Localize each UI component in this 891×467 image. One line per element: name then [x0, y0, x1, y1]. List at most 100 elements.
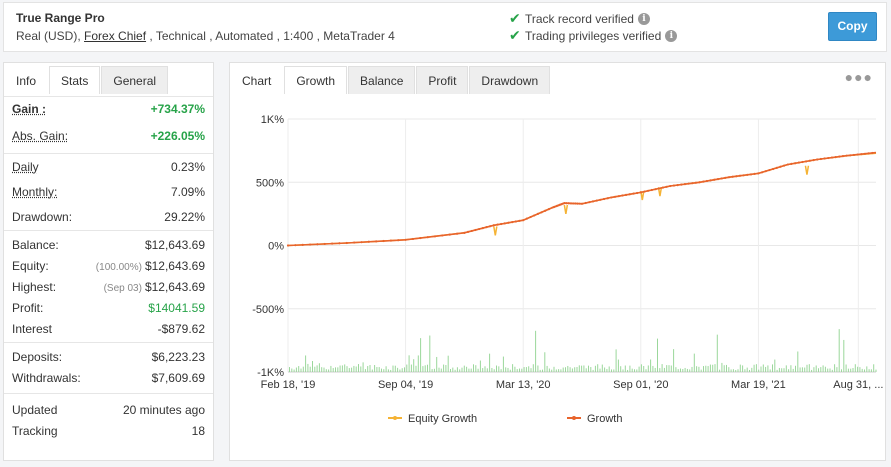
- growth-point: [790, 162, 793, 166]
- volume-bar: [565, 367, 566, 372]
- volume-bar: [730, 369, 732, 372]
- tab-general[interactable]: General: [101, 66, 169, 94]
- volume-bar: [438, 367, 440, 372]
- volume-bar: [585, 368, 587, 372]
- volume-bar: [413, 359, 415, 372]
- volume-bar: [546, 365, 548, 372]
- volume-bar: [654, 367, 656, 372]
- gain-value: +734.37%: [150, 102, 205, 116]
- stat-equity: Equity: (100.00%) $12,643.69: [4, 256, 213, 277]
- volume-bar: [420, 338, 422, 372]
- more-options-icon[interactable]: ●●●: [844, 69, 873, 85]
- tab-growth[interactable]: Growth: [284, 66, 348, 94]
- volume-bar: [716, 334, 718, 372]
- growth-point: [676, 183, 679, 187]
- volume-bar: [537, 365, 539, 372]
- chart-legend[interactable]: Equity Growth Growth: [388, 413, 622, 425]
- volume-bar: [719, 369, 721, 372]
- volume-bar: [601, 364, 603, 372]
- volume-bar: [829, 368, 831, 372]
- volume-bar: [422, 366, 424, 372]
- volume-bar: [360, 366, 362, 372]
- growth-point: [871, 151, 874, 155]
- volume-bar: [852, 368, 854, 372]
- account-type: Real (USD),: [16, 29, 85, 43]
- profit-label: Profit:: [12, 301, 44, 315]
- volume-bar: [583, 365, 585, 372]
- volume-bar: [318, 363, 320, 372]
- stat-highest: Highest: (Sep 03) $12,643.69: [4, 277, 213, 298]
- volume-bar: [636, 369, 638, 372]
- tab-chart[interactable]: Chart: [230, 66, 284, 94]
- tab-balance[interactable]: Balance: [348, 66, 416, 94]
- volume-bar: [325, 369, 327, 372]
- volume-bar: [429, 335, 431, 372]
- volume-bar: [588, 365, 589, 372]
- volume-bar: [622, 369, 624, 372]
- tab-stats[interactable]: Stats: [49, 66, 101, 94]
- track-record-verified: ✔ Track record verified i: [509, 10, 650, 27]
- daily-label[interactable]: Daily: [12, 160, 39, 174]
- volume-bar: [551, 369, 553, 372]
- volume-bar: [620, 366, 622, 372]
- volume-bar: [659, 368, 661, 372]
- updated-label: Updated: [12, 403, 58, 417]
- x-tick-label: Sep 01, '20: [613, 379, 668, 391]
- gain-label[interactable]: Gain :: [12, 102, 47, 116]
- growth-point: [397, 239, 400, 242]
- balance-value: $12,643.69: [144, 238, 205, 252]
- growth-point: [764, 170, 767, 173]
- balance-label: Balance:: [12, 238, 59, 252]
- volume-bar: [689, 369, 691, 372]
- growth-point: [353, 241, 356, 244]
- info-icon[interactable]: i: [665, 29, 678, 42]
- system-header: True Range Pro Real (USD), Forex Chief ,…: [3, 2, 887, 52]
- growth-point: [602, 197, 606, 201]
- broker-link[interactable]: Forex Chief: [84, 29, 147, 43]
- volume-bar: [594, 365, 596, 372]
- abs-gain-label[interactable]: Abs. Gain:: [12, 129, 69, 143]
- stat-withdrawals: Withdrawals: $7,609.69: [4, 368, 213, 389]
- tab-drawdown[interactable]: Drawdown: [469, 66, 551, 94]
- volume-bar: [707, 366, 709, 372]
- volume-bar: [831, 369, 833, 372]
- growth-point: [588, 201, 591, 204]
- info-icon[interactable]: i: [637, 12, 650, 25]
- growth-point: [827, 156, 830, 160]
- volume-bar: [519, 368, 520, 372]
- volume-bar: [806, 364, 808, 372]
- volume-bar: [592, 369, 594, 372]
- growth-point: [775, 166, 778, 169]
- growth-point: [845, 154, 848, 157]
- copy-button[interactable]: Copy: [828, 12, 877, 41]
- check-icon: ✔: [509, 10, 521, 26]
- growth-point: [716, 177, 720, 181]
- volume-bar: [811, 369, 813, 372]
- volume-bar: [300, 368, 302, 372]
- volume-bar: [381, 368, 382, 372]
- volume-bar: [337, 367, 339, 372]
- volume-bar: [822, 365, 824, 372]
- growth-point: [485, 226, 488, 229]
- volume-bar: [394, 365, 396, 372]
- volume-bars: [289, 329, 877, 372]
- stat-balance: Balance: $12,643.69: [4, 235, 213, 256]
- monthly-label[interactable]: Monthly:: [12, 185, 58, 199]
- y-tick-label: 0%: [268, 241, 284, 253]
- volume-bar: [723, 365, 725, 372]
- volume-bar: [790, 365, 792, 372]
- volume-bar: [834, 364, 836, 372]
- growth-point: [518, 219, 521, 222]
- volume-bar: [778, 367, 780, 372]
- growth-point: [801, 160, 804, 164]
- y-tick-label: 500%: [256, 177, 284, 189]
- volume-bar: [691, 366, 693, 372]
- growth-point: [360, 241, 363, 244]
- volume-bar: [686, 368, 688, 372]
- volume-bar: [613, 369, 615, 372]
- drawdown-value: 29.22%: [164, 210, 205, 224]
- volume-bar: [677, 369, 679, 372]
- volume-bar: [684, 367, 686, 372]
- tab-profit[interactable]: Profit: [416, 66, 469, 94]
- tab-info[interactable]: Info: [4, 66, 49, 94]
